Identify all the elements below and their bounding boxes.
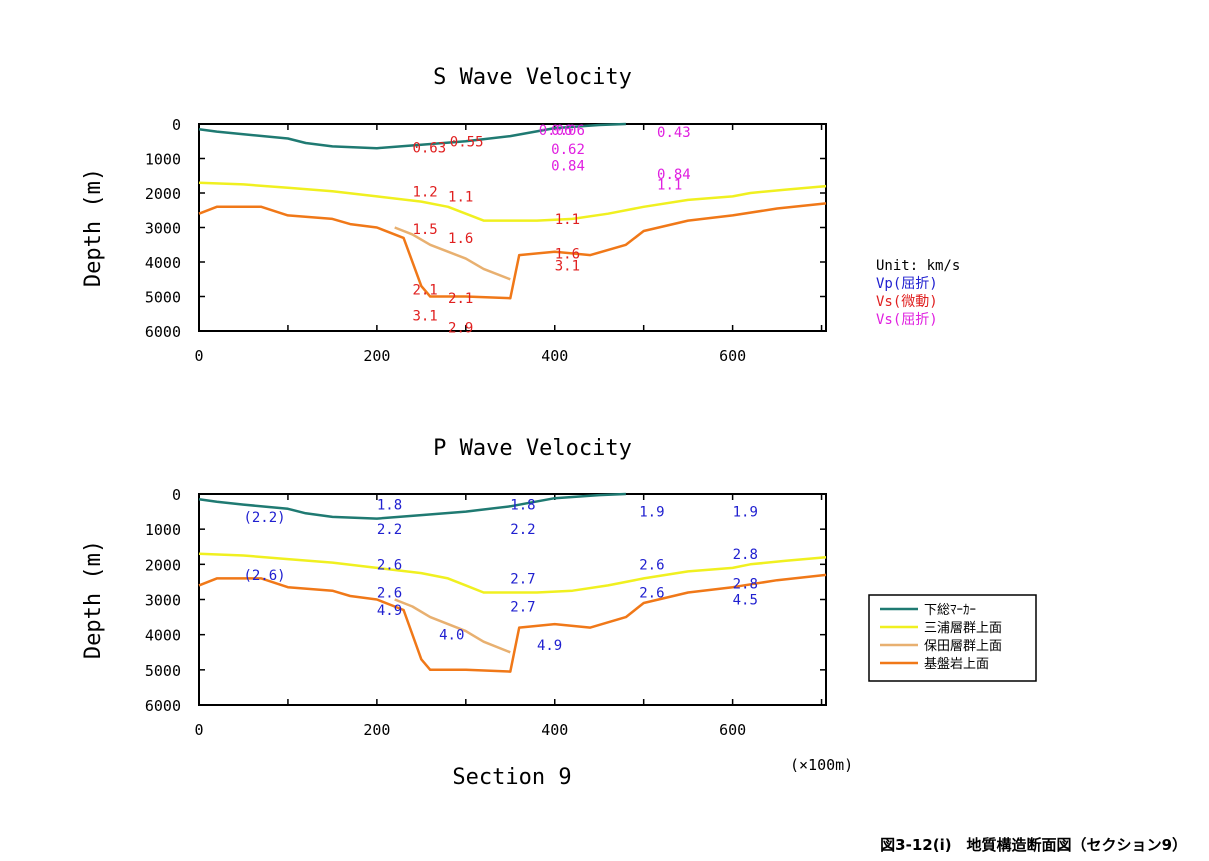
series-line-2 bbox=[394, 598, 511, 654]
velocity-label: 4.9 bbox=[377, 603, 402, 619]
x-tick-label: 200 bbox=[363, 347, 390, 365]
y-tick-label: 3000 bbox=[145, 220, 181, 238]
velocity-label: 0.55 bbox=[450, 134, 484, 150]
s-wave-chart: S Wave Velocity0100020003000400050006000… bbox=[81, 65, 827, 365]
series-line-1 bbox=[198, 181, 827, 222]
line-legend: 下総ﾏｰｶｰ 三浦層群上面 保田層群上面 基盤岩上面 bbox=[868, 594, 1037, 682]
p-wave-chart: P Wave Velocity0100020003000400050006000… bbox=[81, 436, 827, 739]
x-tick-label: 400 bbox=[541, 347, 568, 365]
velocity-label: 4.9 bbox=[537, 638, 562, 654]
velocity-label: 0.43 bbox=[657, 125, 691, 141]
velocity-label: 2.1 bbox=[412, 283, 437, 299]
x-tick-label: 0 bbox=[194, 721, 203, 739]
x-tick-label: 600 bbox=[719, 721, 746, 739]
velocity-label: 1.1 bbox=[555, 212, 580, 228]
y-tick-label: 5000 bbox=[145, 289, 181, 307]
velocity-label: 2.7 bbox=[510, 600, 535, 616]
y-tick-label: 4000 bbox=[145, 254, 181, 272]
legend-label-hota: 保田層群上面 bbox=[924, 639, 1002, 654]
velocity-label: 2.8 bbox=[733, 547, 758, 563]
velocity-label: 2.1 bbox=[448, 291, 473, 307]
unit-legend: Unit: km/s Vp(屈折) Vs(微動) Vs(屈折) bbox=[876, 258, 960, 328]
series-line-0 bbox=[198, 122, 626, 150]
velocity-label: 2.2 bbox=[510, 522, 535, 538]
y-tick-label: 1000 bbox=[145, 151, 181, 169]
velocity-label: 2.8 bbox=[733, 577, 758, 593]
legend-vs-microtremor: Vs(微動) bbox=[876, 294, 938, 310]
legend-label-miura: 三浦層群上面 bbox=[924, 621, 1002, 636]
velocity-label: 1.8 bbox=[510, 498, 535, 514]
chart-title: P Wave Velocity bbox=[433, 436, 632, 461]
legend-vs-refraction: Vs(屈折) bbox=[876, 312, 938, 328]
velocity-label: 0.06 bbox=[551, 123, 585, 139]
velocity-label: 1.2 bbox=[412, 184, 437, 200]
velocity-label: 1.1 bbox=[448, 189, 473, 205]
unit-label: Unit: km/s bbox=[876, 258, 960, 274]
figure-caption: 図3-12(i) 地質構造断面図（セクション9） bbox=[880, 836, 1187, 854]
y-tick-label: 6000 bbox=[145, 323, 181, 341]
velocity-label: 2.6 bbox=[377, 585, 402, 601]
legend-label-basement: 基盤岩上面 bbox=[924, 657, 989, 672]
velocity-label: 2.2 bbox=[377, 522, 402, 538]
plot-frame bbox=[198, 123, 827, 332]
series-line-3 bbox=[198, 573, 827, 673]
series-line-0 bbox=[198, 492, 626, 520]
x-tick-label: 400 bbox=[541, 721, 568, 739]
velocity-label: 1.5 bbox=[412, 222, 437, 238]
velocity-label: 2.9 bbox=[448, 321, 473, 337]
legend-label-shimousa: 下総ﾏｰｶｰ bbox=[924, 603, 976, 618]
velocity-label: 2.6 bbox=[639, 585, 664, 601]
velocity-label: 0.84 bbox=[551, 158, 585, 174]
velocity-label: 0.62 bbox=[551, 142, 585, 158]
y-tick-label: 6000 bbox=[145, 697, 181, 715]
series-line-3 bbox=[198, 202, 827, 300]
x-tick-label: 0 bbox=[194, 347, 203, 365]
velocity-label: 0.84 bbox=[657, 167, 691, 183]
x-tick-label: 200 bbox=[363, 721, 390, 739]
velocity-label: 0.63 bbox=[412, 140, 446, 156]
x-axis-unit: (×100m) bbox=[790, 756, 853, 774]
legend-vp-refraction: Vp(屈折) bbox=[876, 276, 938, 292]
y-tick-label: 2000 bbox=[145, 185, 181, 203]
velocity-label: 4.0 bbox=[439, 628, 464, 644]
velocity-label: 1.8 bbox=[377, 498, 402, 514]
velocity-label: 2.6 bbox=[377, 557, 402, 573]
velocity-label: 0.06 bbox=[539, 123, 573, 139]
velocity-label: 1.9 bbox=[733, 505, 758, 521]
series-line-2 bbox=[394, 226, 511, 281]
velocity-label: 2.7 bbox=[510, 571, 535, 587]
velocity-label: 4.5 bbox=[733, 593, 758, 609]
y-tick-label: 0 bbox=[172, 486, 181, 504]
velocity-label: 2.6 bbox=[639, 557, 664, 573]
velocity-label: 1.9 bbox=[639, 505, 664, 521]
y-tick-label: 0 bbox=[172, 116, 181, 134]
y-tick-label: 3000 bbox=[145, 592, 181, 610]
series-line-1 bbox=[198, 552, 827, 594]
velocity-label: 3.1 bbox=[555, 258, 580, 274]
velocity-label: 1.6 bbox=[555, 246, 580, 262]
y-tick-label: 5000 bbox=[145, 662, 181, 680]
velocity-label: 3.1 bbox=[412, 308, 437, 324]
velocity-label: 1.1 bbox=[657, 177, 682, 193]
velocity-label: (2.6) bbox=[243, 568, 285, 584]
chart-title: S Wave Velocity bbox=[433, 65, 632, 90]
y-tick-label: 2000 bbox=[145, 556, 181, 574]
x-axis-label: Section 9 bbox=[452, 765, 571, 790]
y-axis-label: Depth (m) bbox=[81, 168, 106, 287]
x-tick-label: 600 bbox=[719, 347, 746, 365]
velocity-label: 1.6 bbox=[448, 231, 473, 247]
y-axis-label: Depth (m) bbox=[81, 540, 106, 659]
y-tick-label: 4000 bbox=[145, 627, 181, 645]
velocity-label: (2.2) bbox=[243, 510, 285, 526]
y-tick-label: 1000 bbox=[145, 521, 181, 539]
